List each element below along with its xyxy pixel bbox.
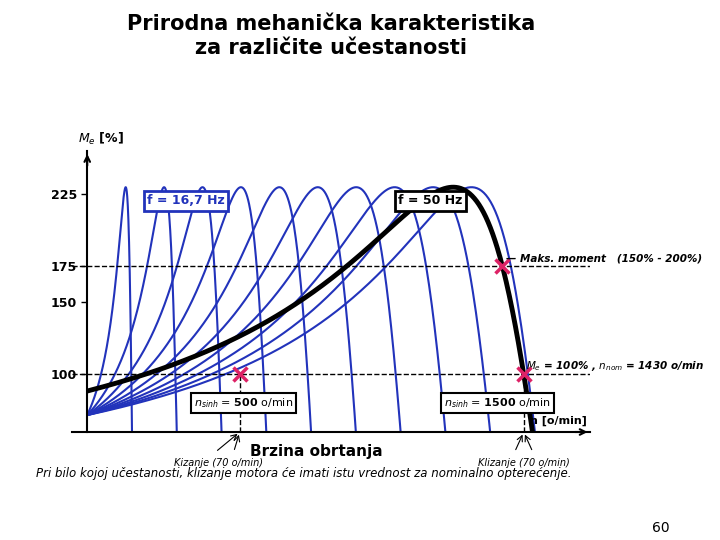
Text: 60: 60 — [652, 521, 670, 535]
Text: $n_{sinh}$ = $\bf{500}$ o/min: $n_{sinh}$ = $\bf{500}$ o/min — [194, 396, 293, 410]
Text: Pri bilo kojoj učestanosti, klizanje motora će imati istu vrednost za nominalno : Pri bilo kojoj učestanosti, klizanje mot… — [36, 467, 572, 480]
Text: — Maks. moment   (150% - 200%): — Maks. moment (150% - 200%) — [506, 253, 702, 264]
Text: Klizanje (70 o/min): Klizanje (70 o/min) — [478, 458, 570, 468]
Text: Brzina obrtanja: Brzina obrtanja — [250, 443, 382, 458]
Text: f = 16,7 Hz: f = 16,7 Hz — [147, 194, 225, 207]
Text: Kizanje (70 o/min): Kizanje (70 o/min) — [174, 458, 263, 468]
Text: $M_e$ [%]: $M_e$ [%] — [78, 131, 124, 147]
Text: n [o/min]: n [o/min] — [531, 416, 588, 426]
Text: $n_{sinh}$ = $\bf{1500}$ o/min: $n_{sinh}$ = $\bf{1500}$ o/min — [444, 396, 551, 410]
Text: f = 50 Hz: f = 50 Hz — [398, 194, 463, 207]
Text: $M_e$ = 100% , $n_{nom}$ = 1430 o/min: $M_e$ = 100% , $n_{nom}$ = 1430 o/min — [526, 359, 704, 373]
Text: Prirodna mehanička karakteristika
za različite učestanosti: Prirodna mehanička karakteristika za raz… — [127, 14, 536, 57]
